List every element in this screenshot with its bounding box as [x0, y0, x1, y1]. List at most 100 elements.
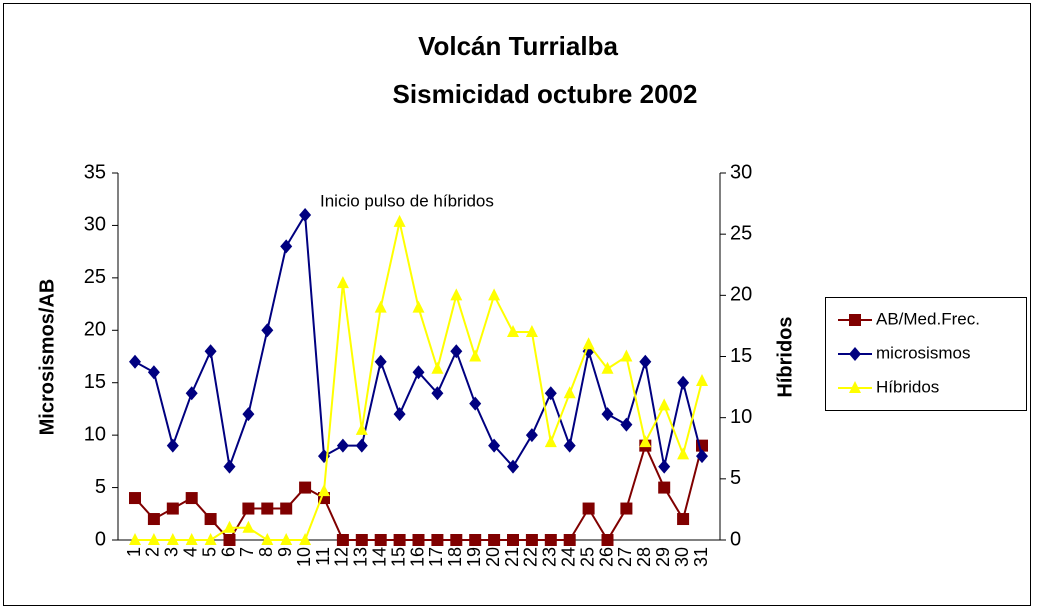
marker-diamond [677, 375, 690, 390]
marker-triangle [582, 337, 595, 350]
marker-diamond [525, 428, 538, 443]
marker-diamond [563, 438, 576, 453]
x-tick-label: 12 [332, 547, 352, 567]
x-tick-label: 17 [426, 547, 446, 567]
y-tick-label: 25 [84, 266, 106, 288]
y-tick-label: 10 [84, 423, 106, 445]
x-tick-label: 20 [483, 547, 503, 567]
marker-diamond [129, 354, 141, 369]
marker-triangle [129, 533, 141, 545]
marker-triangle [601, 361, 614, 374]
marker-triangle [507, 325, 519, 338]
marker-square [544, 534, 557, 546]
y-tick-label: 35 [84, 161, 106, 183]
marker-triangle [318, 484, 330, 497]
marker-triangle [544, 435, 557, 448]
x-tick-label: 21 [502, 547, 522, 567]
marker-square [223, 534, 236, 546]
marker-triangle [185, 533, 198, 545]
marker-square [658, 481, 671, 494]
marker-triangle [261, 533, 274, 545]
y-tick-label: 20 [84, 319, 106, 341]
marker-triangle [658, 398, 671, 411]
marker-triangle [431, 361, 444, 374]
marker-diamond [299, 207, 312, 222]
x-tick-label: 19 [464, 547, 484, 567]
x-tick-label: 3 [162, 547, 182, 557]
marker-square [280, 502, 293, 515]
marker-square [488, 534, 501, 546]
marker-triangle [488, 288, 501, 301]
marker-triangle [469, 349, 482, 362]
y2-tick-label: 0 [730, 528, 741, 550]
marker-diamond [450, 344, 463, 359]
marker-diamond [620, 417, 633, 432]
x-tick-label: 9 [275, 547, 295, 557]
marker-diamond [849, 347, 861, 361]
marker-diamond [280, 239, 293, 254]
marker-square [677, 513, 690, 526]
marker-triangle [620, 349, 633, 362]
legend-label: AB/Med.Frec. [876, 309, 980, 328]
marker-square [299, 481, 312, 494]
y-axis-title: Microsismos/AB [36, 279, 58, 436]
x-tick-label: 16 [407, 547, 427, 567]
marker-diamond [393, 407, 406, 422]
marker-diamond [469, 396, 482, 411]
marker-triangle [166, 533, 179, 545]
x-tick-label: 30 [672, 547, 692, 567]
y2-tick-label: 5 [730, 467, 741, 489]
marker-diamond [639, 354, 652, 369]
marker-square [261, 502, 274, 515]
y2-tick-label: 10 [730, 406, 752, 428]
y2-tick-label: 25 [730, 222, 752, 244]
marker-square [185, 492, 198, 505]
x-tick-label: 11 [313, 547, 333, 566]
marker-square [374, 534, 387, 546]
marker-diamond [336, 438, 349, 453]
chart-title: Volcán Turrialba [418, 31, 618, 61]
x-tick-label: 15 [388, 547, 408, 567]
x-tick-label: 7 [237, 547, 257, 557]
marker-diamond [601, 407, 614, 422]
marker-diamond [507, 459, 519, 474]
marker-triangle [677, 447, 690, 460]
marker-diamond [223, 459, 236, 474]
y2-tick-label: 20 [730, 284, 752, 306]
x-tick-label: 24 [558, 547, 578, 567]
marker-diamond [431, 386, 444, 401]
marker-triangle [336, 276, 349, 289]
marker-triangle [696, 373, 708, 386]
marker-diamond [488, 438, 501, 453]
marker-square [412, 534, 425, 546]
marker-triangle [299, 533, 312, 545]
marker-diamond [412, 365, 425, 380]
x-tick-label: 18 [445, 547, 465, 567]
marker-diamond [261, 323, 274, 338]
y-tick-label: 0 [95, 528, 106, 550]
x-tick-label: 2 [143, 547, 163, 557]
marker-triangle [280, 533, 293, 545]
marker-square [129, 492, 141, 505]
y-tick-label: 5 [95, 476, 106, 498]
marker-square [849, 314, 861, 326]
legend-label: Híbridos [876, 377, 939, 396]
marker-triangle [393, 214, 406, 227]
marker-square [507, 534, 519, 546]
marker-triangle [355, 422, 368, 435]
marker-triangle [563, 386, 576, 399]
marker-diamond [242, 407, 255, 422]
marker-triangle [450, 288, 463, 301]
x-tick-label: 14 [369, 547, 389, 567]
marker-square [431, 534, 444, 546]
y2-tick-label: 30 [730, 161, 752, 183]
marker-square [563, 534, 576, 546]
marker-square [450, 534, 463, 546]
x-tick-label: 13 [351, 547, 371, 567]
x-tick-label: 6 [218, 547, 238, 557]
marker-diamond [374, 354, 387, 369]
marker-diamond [204, 344, 217, 359]
marker-square [393, 534, 406, 546]
x-tick-label: 29 [653, 547, 673, 567]
marker-square [204, 513, 217, 526]
